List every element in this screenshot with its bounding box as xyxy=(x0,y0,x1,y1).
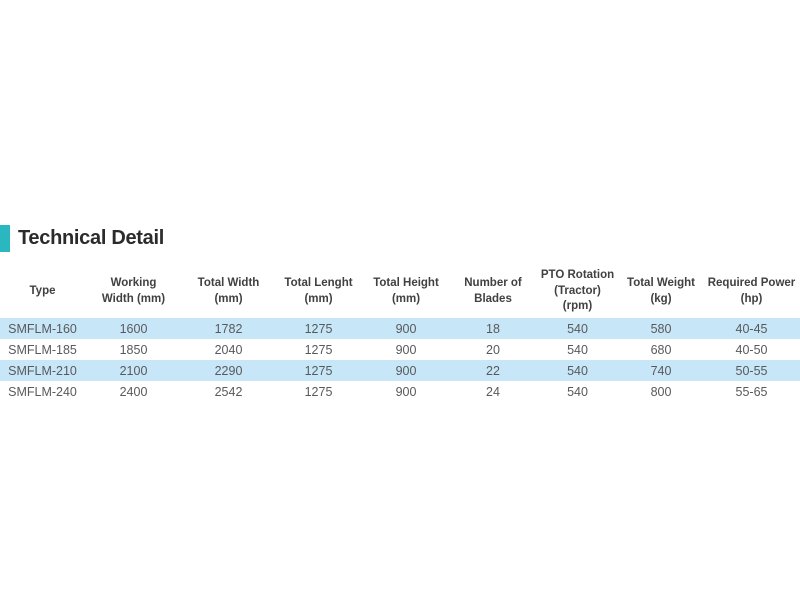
cell-pto-rotation: 540 xyxy=(567,363,588,378)
cell-total-height: 900 xyxy=(395,342,417,357)
column-header-required-power: Required Power (hp) xyxy=(707,276,796,305)
cell-required-power: 50-55 xyxy=(735,363,768,378)
cell-working-width: 1850 xyxy=(119,342,148,357)
table-row: SMFLM-240 2400 2542 1275 900 24 540 800 … xyxy=(0,381,800,402)
cell-type: SMFLM-185 xyxy=(8,342,77,357)
cell-working-width: 2100 xyxy=(119,363,148,378)
cell-total-weight: 580 xyxy=(650,321,672,336)
table-row: SMFLM-210 2100 2290 1275 900 22 540 740 … xyxy=(0,360,800,381)
cell-total-height: 900 xyxy=(395,384,417,399)
column-header-type: Type xyxy=(29,284,56,297)
cell-total-weight: 680 xyxy=(650,342,672,357)
cell-required-power: 40-50 xyxy=(735,342,768,357)
column-header-number-of-blades: Number of Blades xyxy=(464,276,522,305)
cell-total-weight: 740 xyxy=(650,363,672,378)
column-header-working-width: Working Width (mm) xyxy=(101,276,166,305)
column-header-pto-rotation: PTO Rotation (Tractor) (rpm) xyxy=(540,269,615,313)
cell-total-width: 2040 xyxy=(214,342,243,357)
cell-required-power: 40-45 xyxy=(735,321,768,336)
cell-total-length: 1275 xyxy=(304,384,333,399)
table-row: SMFLM-185 1850 2040 1275 900 20 540 680 … xyxy=(0,339,800,360)
cell-number-of-blades: 22 xyxy=(486,363,500,378)
cell-type: SMFLM-240 xyxy=(8,384,77,399)
cell-total-height: 900 xyxy=(395,363,417,378)
section-title: Technical Detail xyxy=(18,227,164,249)
cell-total-width: 2542 xyxy=(214,384,243,399)
cell-working-width: 2400 xyxy=(119,384,148,399)
cell-total-width: 2290 xyxy=(214,363,243,378)
cell-required-power: 55-65 xyxy=(735,384,768,399)
column-header-total-width: Total Width (mm) xyxy=(197,276,260,305)
cell-pto-rotation: 540 xyxy=(567,321,588,336)
cell-pto-rotation: 540 xyxy=(567,384,588,399)
column-header-total-length: Total Lenght (mm) xyxy=(284,276,353,305)
cell-working-width: 1600 xyxy=(119,321,148,336)
cell-total-length: 1275 xyxy=(304,321,333,336)
cell-number-of-blades: 24 xyxy=(486,384,500,399)
table-header-row: Type Working Width (mm) Total Width (mm)… xyxy=(0,265,800,318)
cell-type: SMFLM-160 xyxy=(8,321,77,336)
cell-pto-rotation: 540 xyxy=(567,342,588,357)
cell-number-of-blades: 20 xyxy=(486,342,500,357)
section-heading: Technical Detail xyxy=(0,225,164,252)
cell-total-length: 1275 xyxy=(304,342,333,357)
column-header-total-height: Total Height (mm) xyxy=(373,276,439,305)
column-header-total-weight: Total Weight (kg) xyxy=(627,276,695,305)
cell-total-weight: 800 xyxy=(650,384,672,399)
technical-detail-table: Type Working Width (mm) Total Width (mm)… xyxy=(0,265,800,402)
table-row: SMFLM-160 1600 1782 1275 900 18 540 580 … xyxy=(0,318,800,339)
cell-number-of-blades: 18 xyxy=(486,321,500,336)
cell-type: SMFLM-210 xyxy=(8,363,77,378)
cell-total-height: 900 xyxy=(395,321,417,336)
heading-accent-bar xyxy=(0,225,10,252)
cell-total-length: 1275 xyxy=(304,363,333,378)
cell-total-width: 1782 xyxy=(214,321,243,336)
